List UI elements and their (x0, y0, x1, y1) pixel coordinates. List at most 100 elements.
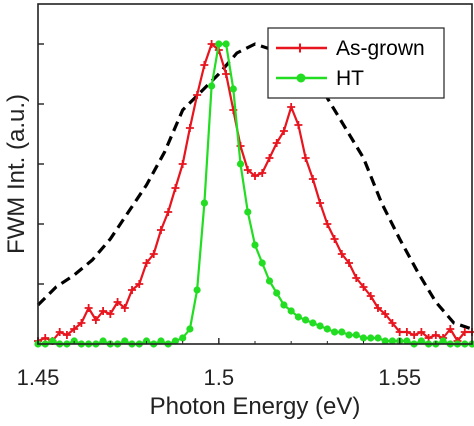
data-point-ht (359, 334, 368, 342)
data-point-as-grown (287, 103, 296, 111)
data-point-ht (280, 301, 288, 309)
x-axis-title: Photon Energy (eV) (150, 393, 361, 420)
data-point-as-grown (258, 169, 267, 177)
data-point-as-grown (99, 307, 108, 315)
data-point-as-grown (178, 160, 187, 168)
data-point-ht (244, 208, 252, 216)
data-point-ht (193, 286, 201, 294)
data-point-as-grown (402, 328, 411, 336)
data-point-as-grown (279, 127, 288, 135)
data-point-as-grown (185, 124, 194, 132)
data-point-ht (157, 337, 165, 345)
data-point-as-grown (337, 250, 346, 258)
data-point-ht (287, 307, 295, 315)
data-point-ht (374, 334, 382, 342)
y-axis-title: FWM Int. (a.u.) (3, 94, 30, 254)
data-point-ht (302, 316, 310, 324)
data-point-as-grown (62, 331, 71, 339)
data-point-ht (338, 328, 346, 336)
data-point-ht (294, 313, 302, 321)
data-point-as-grown (381, 310, 390, 318)
data-point-as-grown (301, 154, 310, 162)
data-point-ht (265, 277, 274, 285)
data-point-as-grown (265, 154, 274, 162)
data-point-as-grown (77, 319, 86, 327)
data-point-ht (316, 322, 324, 330)
data-point-ht (309, 319, 317, 327)
legend: As-grown HT (267, 27, 445, 99)
data-point-as-grown (120, 304, 129, 312)
data-point-as-grown (164, 208, 173, 216)
data-point-as-grown (410, 331, 419, 339)
data-point-ht (200, 199, 208, 207)
data-point-as-grown (171, 184, 180, 192)
data-point-as-grown (222, 70, 231, 78)
data-point-as-grown (193, 91, 202, 99)
x-tick-label: 1.5 (204, 365, 235, 390)
data-point-ht (251, 241, 259, 249)
y-ticks (38, 43, 44, 285)
legend-item-as-grown: As-grown (276, 37, 425, 60)
data-point-as-grown (323, 220, 332, 228)
data-point-as-grown (316, 199, 325, 207)
data-point-as-grown (149, 250, 158, 258)
data-point-as-grown (272, 139, 281, 147)
data-point-as-grown (84, 304, 93, 312)
x-ticks: 1.45 1.5 1.55 (17, 338, 437, 390)
data-point-as-grown (431, 331, 440, 339)
data-point-ht (403, 337, 411, 345)
data-point-as-grown (460, 328, 469, 336)
data-point-ht (345, 331, 353, 339)
series-ht (34, 40, 474, 348)
data-point-as-grown (113, 298, 122, 306)
data-point-as-grown (135, 280, 144, 288)
data-point-as-grown (106, 310, 115, 318)
series-reference (36, 42, 473, 331)
data-point-as-grown (366, 292, 375, 300)
data-point-ht (331, 328, 339, 336)
data-point-ht (99, 337, 107, 345)
data-point-ht (367, 334, 375, 342)
data-point-as-grown (308, 175, 317, 183)
series-line-reference (36, 42, 473, 331)
data-point-ht (439, 337, 447, 345)
data-point-ht (273, 289, 281, 297)
legend-label-as-grown: As-grown (336, 37, 425, 60)
data-point-ht (258, 259, 266, 267)
legend-box (267, 27, 445, 99)
data-point-as-grown (373, 304, 382, 312)
data-point-as-grown (55, 328, 64, 336)
data-point-ht (179, 334, 187, 342)
data-point-ht (186, 325, 194, 333)
data-point-ht (121, 337, 129, 345)
data-point-as-grown (200, 61, 209, 69)
data-point-as-grown (352, 274, 361, 282)
data-point-ht (229, 85, 237, 93)
data-point-ht (388, 337, 396, 345)
data-point-ht (171, 337, 179, 345)
data-point-ht (323, 325, 331, 333)
data-point-ht (208, 82, 216, 90)
data-point-as-grown (70, 325, 79, 333)
data-point-as-grown (128, 286, 137, 294)
legend-item-ht: HT (276, 67, 364, 90)
data-point-ht (381, 337, 389, 345)
data-point-as-grown (207, 40, 216, 48)
data-point-as-grown (446, 325, 455, 333)
data-point-ht (48, 337, 57, 345)
x-tick-label: 1.55 (378, 365, 421, 390)
data-point-as-grown (395, 328, 404, 336)
data-point-as-grown (243, 166, 252, 174)
data-point-ht (222, 40, 230, 48)
data-point-as-grown (294, 121, 303, 129)
data-point-as-grown (330, 235, 339, 243)
data-point-as-grown (345, 259, 354, 267)
legend-label-ht: HT (336, 67, 364, 90)
legend-marker-as-grown (295, 43, 305, 53)
data-point-as-grown (417, 328, 426, 336)
data-point-as-grown (156, 226, 165, 234)
data-point-ht (417, 337, 425, 345)
data-point-as-grown (142, 259, 151, 267)
data-point-as-grown (91, 316, 100, 324)
